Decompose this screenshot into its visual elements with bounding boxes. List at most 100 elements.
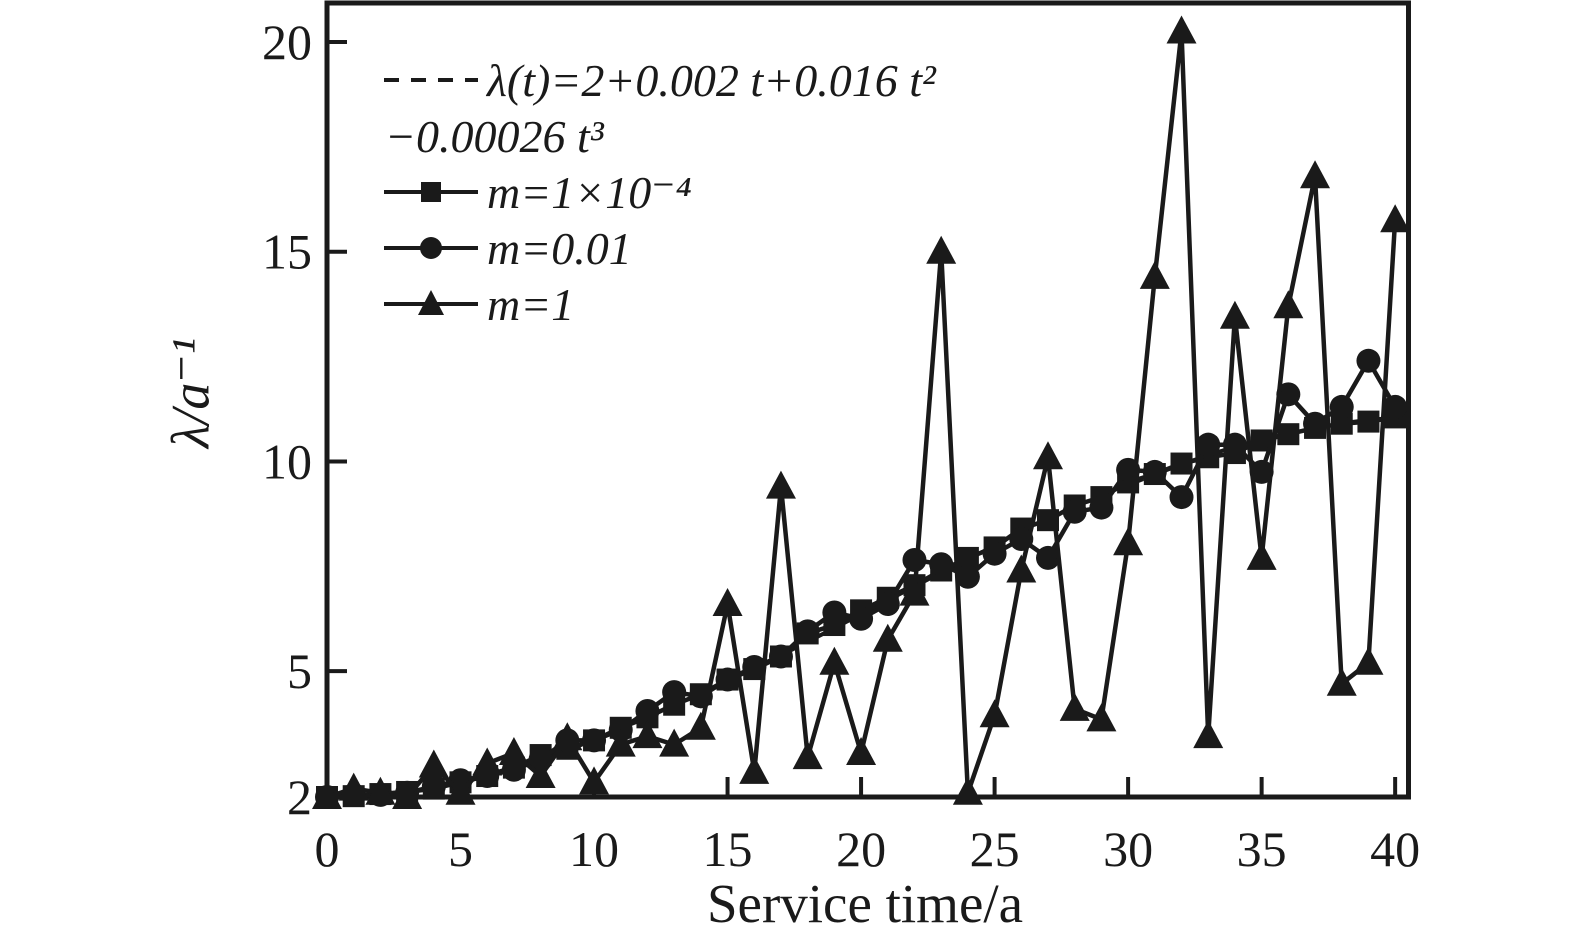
legend-label-m-1: m=1 bbox=[487, 278, 575, 330]
series-circle-line bbox=[326, 356, 1398, 800]
circle-marker-glyph bbox=[420, 237, 442, 259]
y-tick-label: 2 bbox=[287, 769, 312, 825]
circle-marker bbox=[1196, 432, 1221, 457]
circle-marker bbox=[1356, 348, 1381, 373]
triangle-marker bbox=[1219, 300, 1250, 329]
triangle-marker bbox=[765, 470, 796, 499]
circle-marker bbox=[849, 606, 874, 631]
triangle-marker bbox=[899, 577, 930, 606]
legend-item-formula: λ(t)=2+0.002 t+0.016 t² bbox=[382, 52, 936, 108]
circle-marker bbox=[955, 564, 980, 589]
circle-marker bbox=[1089, 495, 1114, 520]
y-tick-label: 20 bbox=[262, 14, 312, 70]
plot-frame bbox=[324, 0, 1411, 800]
legend-circle-marker-sample bbox=[382, 230, 480, 266]
triangle-marker bbox=[952, 776, 983, 805]
legend-item-formula-line2: −0.00026 t³ bbox=[382, 108, 936, 164]
square-marker-glyph bbox=[421, 182, 441, 202]
square-marker bbox=[1250, 429, 1273, 452]
x-tick-label: 0 bbox=[315, 821, 340, 877]
circle-marker bbox=[822, 600, 847, 625]
legend-item-m-1: m=1 bbox=[382, 276, 936, 332]
circle-marker bbox=[768, 644, 793, 669]
circle-marker bbox=[662, 680, 687, 705]
legend-sample-glyph bbox=[384, 237, 478, 259]
triangle-marker bbox=[1380, 204, 1411, 233]
circle-marker bbox=[1383, 394, 1408, 419]
circle-marker bbox=[795, 619, 820, 644]
triangle-marker bbox=[792, 741, 823, 770]
triangle-marker bbox=[1166, 15, 1197, 44]
legend-dashed-line-sample bbox=[382, 62, 480, 98]
legend-sample-glyph bbox=[384, 290, 478, 315]
triangle-marker bbox=[1113, 527, 1144, 556]
triangle-marker bbox=[846, 736, 877, 765]
x-tick-label: 20 bbox=[836, 821, 886, 877]
triangle-marker bbox=[1059, 692, 1090, 721]
square-marker bbox=[1277, 423, 1300, 446]
circle-marker bbox=[715, 667, 740, 692]
triangle-marker bbox=[365, 776, 396, 805]
y-tick-label: 15 bbox=[262, 224, 312, 280]
y-tick-label: 5 bbox=[287, 643, 312, 699]
x-tick-label: 25 bbox=[970, 821, 1020, 877]
legend-triangle-marker-sample bbox=[382, 286, 480, 322]
triangle-marker bbox=[525, 760, 556, 789]
circle-marker bbox=[1303, 411, 1328, 436]
triangle-marker bbox=[579, 766, 610, 795]
triangle-marker bbox=[926, 235, 957, 264]
y-axis-title: λ/a⁻¹ bbox=[160, 337, 221, 449]
triangle-marker bbox=[445, 776, 476, 805]
circle-marker bbox=[421, 774, 446, 799]
legend-label-m-1e-4: m=1×10⁻⁴ bbox=[487, 167, 692, 218]
triangle-marker bbox=[739, 755, 770, 784]
circle-marker bbox=[1329, 394, 1354, 419]
triangle-marker bbox=[312, 781, 342, 809]
circle-marker bbox=[1062, 499, 1087, 524]
triangle-marker bbox=[605, 728, 636, 757]
circle-marker bbox=[1169, 485, 1194, 510]
circle-marker bbox=[1276, 382, 1301, 407]
legend-sample-glyph bbox=[384, 182, 478, 202]
y-tick-label: 10 bbox=[262, 433, 312, 489]
triangle-marker-glyph bbox=[418, 290, 444, 315]
triangle-marker bbox=[979, 699, 1010, 728]
triangle-marker bbox=[1246, 541, 1277, 570]
legend-sample-glyph bbox=[384, 78, 478, 82]
legend-label-formula-line2: −0.00026 t³ bbox=[385, 110, 604, 162]
circle-marker bbox=[875, 592, 900, 617]
square-marker bbox=[1330, 412, 1353, 435]
circle-marker bbox=[982, 541, 1007, 566]
triangle-marker bbox=[1300, 160, 1331, 189]
x-tick-label: 40 bbox=[1370, 821, 1420, 877]
legend: λ(t)=2+0.002 t+0.016 t² −0.00026 t³ m=1×… bbox=[382, 52, 936, 332]
square-marker bbox=[1357, 410, 1380, 433]
square-marker bbox=[1170, 452, 1193, 475]
triangle-marker bbox=[338, 772, 369, 801]
triangle-marker bbox=[685, 711, 716, 740]
x-tick-label: 10 bbox=[569, 821, 619, 877]
triangle-marker bbox=[418, 749, 449, 778]
triangle-marker bbox=[632, 720, 663, 749]
triangle-marker bbox=[1193, 720, 1224, 749]
circle-marker bbox=[1249, 459, 1274, 484]
triangle-marker bbox=[498, 736, 529, 765]
x-tick-label: 35 bbox=[1237, 821, 1287, 877]
triangle-marker bbox=[472, 747, 503, 776]
circle-marker bbox=[902, 548, 927, 573]
triangle-marker bbox=[712, 588, 743, 617]
legend-item-m-1e-4: m=1×10⁻⁴ bbox=[382, 164, 936, 220]
square-marker bbox=[956, 546, 979, 569]
legend-item-m-0.01: m=0.01 bbox=[382, 220, 936, 276]
circle-marker bbox=[1142, 459, 1167, 484]
triangle-marker bbox=[1326, 667, 1357, 696]
circle-marker bbox=[635, 699, 660, 724]
legend-label-m-0.01: m=0.01 bbox=[487, 222, 632, 274]
legend-label-formula: λ(t)=2+0.002 t+0.016 t² bbox=[487, 54, 936, 106]
circle-marker bbox=[742, 654, 767, 679]
x-axis-title: Service time/a bbox=[706, 873, 1024, 934]
triangle-marker bbox=[1139, 260, 1170, 289]
triangle-marker bbox=[552, 722, 583, 751]
circle-marker bbox=[929, 552, 954, 577]
triangle-marker bbox=[872, 623, 903, 652]
